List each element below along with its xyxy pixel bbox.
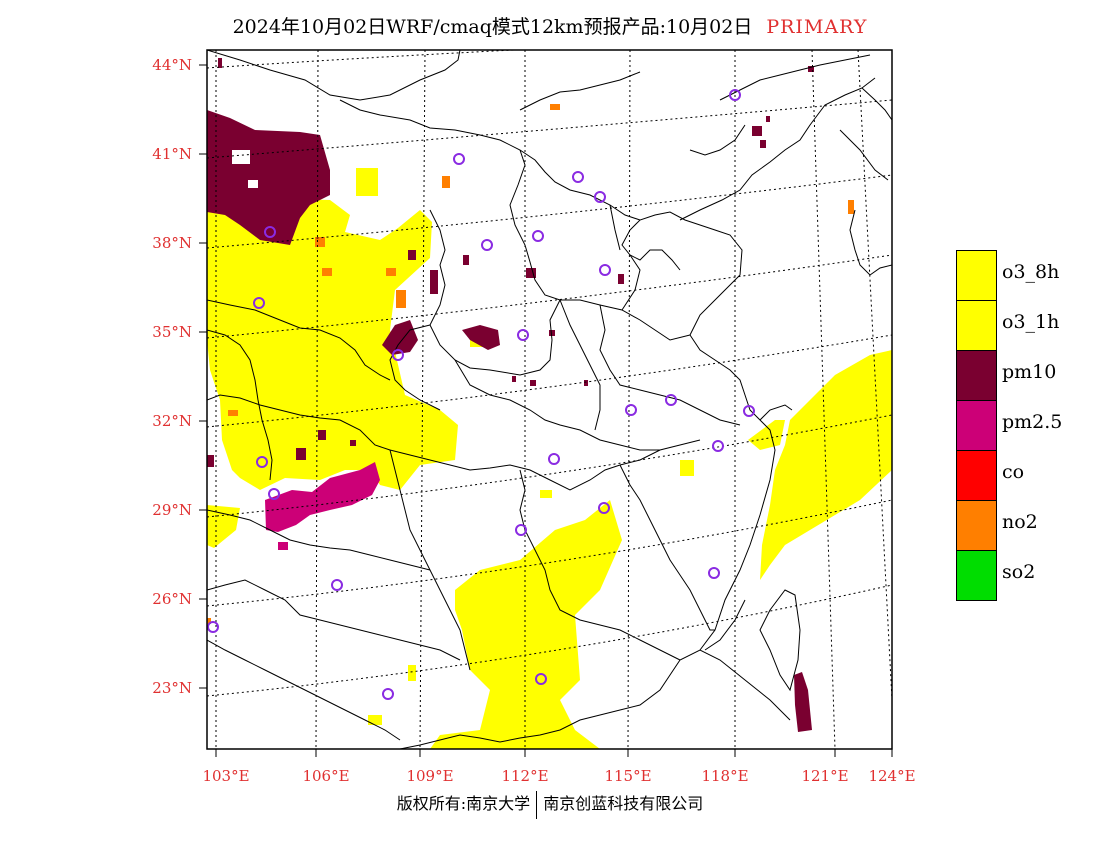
legend-label-pm10: pm10 [1002,361,1057,383]
lon-label-103e: 103°E [202,767,250,785]
legend-swatch-pm25 [956,400,997,451]
lat-label-32n: 32°N [152,412,192,430]
o3-region-coast [748,420,785,450]
lon-label-121e: 121°E [801,767,849,785]
legend-label-so2: so2 [1002,561,1036,583]
legend-swatch-o3-1h [956,300,997,351]
pm10-region-northwest [207,110,330,245]
lon-label-112e: 112°E [501,767,549,785]
lon-label-124e: 124°E [868,767,916,785]
o3-region-west [207,198,458,490]
lat-label-29n: 29°N [152,501,192,519]
map-title: 2024年10月02日WRF/cmaq模式12km预报产品:10月02日 PRIM… [0,12,1100,39]
lat-label-38n: 38°N [152,234,192,252]
lon-label-109e: 109°E [406,767,454,785]
footer-separator [536,790,538,819]
pm25-region-southwest [265,462,380,532]
legend-swatch-pm10 [956,350,997,401]
lat-label-41n: 41°N [152,145,192,163]
lon-label-106e: 106°E [302,767,350,785]
copyright-footer: 版权所有:南京大学 南京创蓝科技有限公司 [0,790,1100,819]
lon-label-115e: 115°E [604,767,652,785]
pm25-regions [265,462,380,550]
lat-label-26n: 26°N [152,590,192,608]
legend-swatch-no2 [956,500,997,551]
coastline [399,649,791,749]
tick-marks [199,64,893,757]
title-text: 2024年10月02日WRF/cmaq模式12km预报产品:10月02日 [232,16,753,38]
legend-swatch-so2 [956,550,997,601]
o3-region-south [430,500,622,749]
lat-label-35n: 35°N [152,323,192,341]
legend-label-o3-1h: o3_1h [1002,311,1060,333]
lat-label-44n: 44°N [152,56,192,74]
legend-label-pm25: pm2.5 [1002,411,1063,433]
lat-label-23n: 23°N [152,679,192,697]
primary-tag: PRIMARY [766,16,868,38]
footer-left: 版权所有:南京大学 [396,794,531,813]
lon-label-118e: 118°E [701,767,749,785]
legend-label-no2: no2 [1002,511,1038,533]
legend-label-o3-8h: o3_8h [1002,261,1060,283]
boundaries [207,50,892,749]
taiwan-outline [759,589,801,692]
map-frame [206,49,893,750]
legend-swatch-o3-8h [956,250,997,301]
station-markers [207,89,755,700]
legend-label-co: co [1002,461,1025,483]
legend-swatch-co [956,450,997,501]
footer-right: 南京创蓝科技有限公司 [543,794,704,813]
no2-spots [207,104,854,624]
pm10-regions [207,58,814,732]
